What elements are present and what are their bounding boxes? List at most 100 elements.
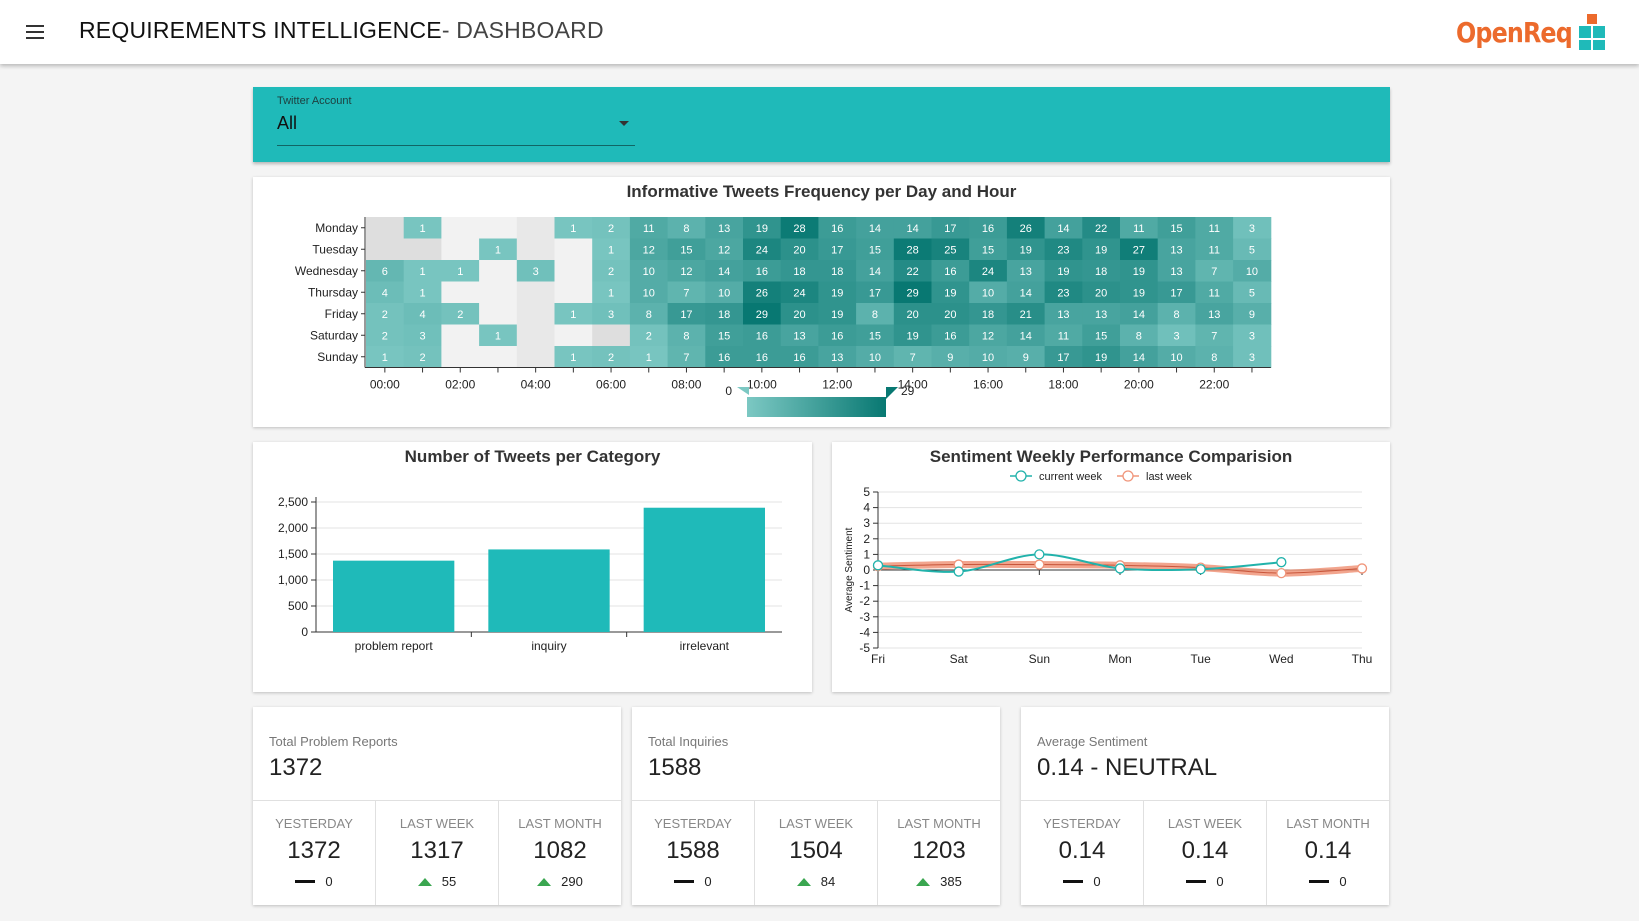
heatmap-cell <box>1044 346 1083 368</box>
heatmap-cell <box>629 238 669 261</box>
heatmap-cell-label: 24 <box>793 287 805 299</box>
heatmap-cell-label: 11 <box>1058 330 1069 342</box>
heatmap-cell <box>441 238 480 261</box>
heatmap-cell-label: 29 <box>756 309 768 321</box>
kpi-period-value: 0.14 <box>1181 837 1229 864</box>
heatmap-cell <box>856 346 895 368</box>
kpi-value: 0.14 - NEUTRAL <box>1037 754 1218 781</box>
heatmap-cell-label: 5 <box>1249 287 1255 299</box>
heatmap-cell-label: 8 <box>1211 352 1217 364</box>
twitter-account-select[interactable]: Twitter Account All <box>277 94 635 146</box>
heatmap-cell <box>516 346 555 368</box>
heatmap-cell-label: 20 <box>793 309 805 321</box>
heatmap-cell-label: 16 <box>831 330 843 342</box>
kpi-period-label: LAST MONTH <box>518 816 602 831</box>
heatmap-hour-label: 08:00 <box>671 378 701 392</box>
dropdown-caret-icon[interactable] <box>619 121 629 126</box>
heatmap-cell-label: 7 <box>1211 266 1217 278</box>
heatmap-cell-label: 1 <box>419 223 425 235</box>
heatmap-cell-label: 10 <box>869 352 881 364</box>
heatmap-cell-label: 16 <box>718 352 730 364</box>
trend-up-icon <box>417 877 432 886</box>
hamburger-menu-icon[interactable] <box>23 20 47 44</box>
heatmap-cell <box>629 324 669 347</box>
heatmap-cell-label: 14 <box>1057 223 1069 235</box>
heatmap-cell-label: 7 <box>683 287 689 299</box>
heatmap-day-label: Sunday <box>317 350 358 364</box>
heatmap-cell-label: 27 <box>1133 244 1145 256</box>
series-last-week-point <box>1356 563 1368 574</box>
heatmap-cell-label: 9 <box>1249 309 1255 321</box>
heatmap-cell-label: 14 <box>1020 330 1032 342</box>
heatmap-cell <box>667 346 706 368</box>
heatmap-cell-label: 11 <box>1209 223 1220 235</box>
kpi-period-last-month: LAST MONTH 1082 290 <box>499 801 621 905</box>
line-x-label: Sun <box>1029 652 1050 666</box>
heatmap-cell <box>1120 217 1159 239</box>
kpi-trend-delta: 84 <box>820 874 836 889</box>
line-x-label: Fri <box>871 652 885 666</box>
heatmap-cell-label: 28 <box>793 223 805 235</box>
heatmap-cell-label: 13 <box>793 330 805 342</box>
heatmap-cell <box>516 303 555 325</box>
bar-y-tick-label: 2,000 <box>278 521 308 535</box>
heatmap-cell <box>1082 260 1121 282</box>
line-y-tick-label: -1 <box>859 579 870 593</box>
heatmap-cell-label: 24 <box>756 244 768 256</box>
heatmap-day-label: Wednesday <box>295 264 358 278</box>
heatmap-cell <box>629 260 669 282</box>
heatmap-cell-label: 5 <box>1249 244 1255 256</box>
kpi-trend-delta: 385 <box>940 874 962 889</box>
bar-inquiry <box>488 549 610 632</box>
heatmap-cell <box>705 260 744 282</box>
heatmap-cell <box>893 303 932 325</box>
kpi-trend-delta: 290 <box>561 874 583 889</box>
heatmap-cell <box>479 324 518 347</box>
heatmap-legend-bar <box>747 397 886 417</box>
heatmap-cell-label: 8 <box>683 223 689 235</box>
heatmap-cell <box>743 281 782 304</box>
legend-label: current week <box>1039 471 1102 483</box>
heatmap-cell <box>856 217 895 239</box>
heatmap-cell <box>1120 303 1159 325</box>
heatmap-cell <box>366 260 405 282</box>
kpi-period-label: YESTERDAY <box>275 816 353 831</box>
heatmap-cell-label: 15 <box>1095 330 1107 342</box>
line-y-tick-label: -4 <box>859 625 870 639</box>
heatmap-cell <box>1195 346 1234 368</box>
line-y-tick-label: -3 <box>859 610 870 624</box>
page-title-main: REQUIREMENTS INTELLIGENCE <box>79 17 442 43</box>
heatmap-cell <box>1082 281 1121 304</box>
kpi-trend: 0 <box>1144 874 1266 889</box>
heatmap-cell <box>1233 303 1272 325</box>
heatmap-cell <box>516 260 555 282</box>
line-x-label: Mon <box>1108 652 1131 666</box>
kpi-periods: YESTERDAY 0.14 0 LAST WEEK 0.14 0 LAST MONTH 0.… <box>1021 801 1389 905</box>
heatmap-cell-label: 1 <box>457 266 463 278</box>
heatmap-cell <box>403 324 442 347</box>
heatmap-cell <box>554 303 593 325</box>
kpi-periods: YESTERDAY 1372 0 LAST WEEK 1317 55 LAST MONTH 1… <box>253 801 621 905</box>
heatmap-cell <box>780 281 819 304</box>
heatmap-cell <box>856 281 895 304</box>
heatmap-cell <box>931 346 970 368</box>
heatmap-cell <box>969 260 1008 282</box>
kpi-trend: 84 <box>755 874 877 889</box>
kpi-trend: 0 <box>1021 874 1143 889</box>
heatmap-cell <box>893 346 932 368</box>
heatmap-cell-label: 13 <box>1095 309 1107 321</box>
kpi-period-last-week: LAST WEEK 0.14 0 <box>1144 801 1267 905</box>
heatmap-cell-label: 11 <box>1209 287 1220 299</box>
heatmap-cell <box>592 303 631 325</box>
heatmap-cell <box>856 260 895 282</box>
heatmap-cell-label: 16 <box>756 352 768 364</box>
heatmap-cell <box>366 217 405 239</box>
heatmap-cell <box>893 217 932 239</box>
heatmap-cell <box>893 260 932 282</box>
heatmap-cell-label: 18 <box>793 266 805 278</box>
heatmap-cell <box>1006 217 1046 239</box>
heatmap-cell <box>818 346 857 368</box>
heatmap-cell-label: 24 <box>982 266 994 278</box>
trend-up-icon <box>916 877 931 886</box>
bar-y-tick-label: 1,500 <box>278 547 308 561</box>
